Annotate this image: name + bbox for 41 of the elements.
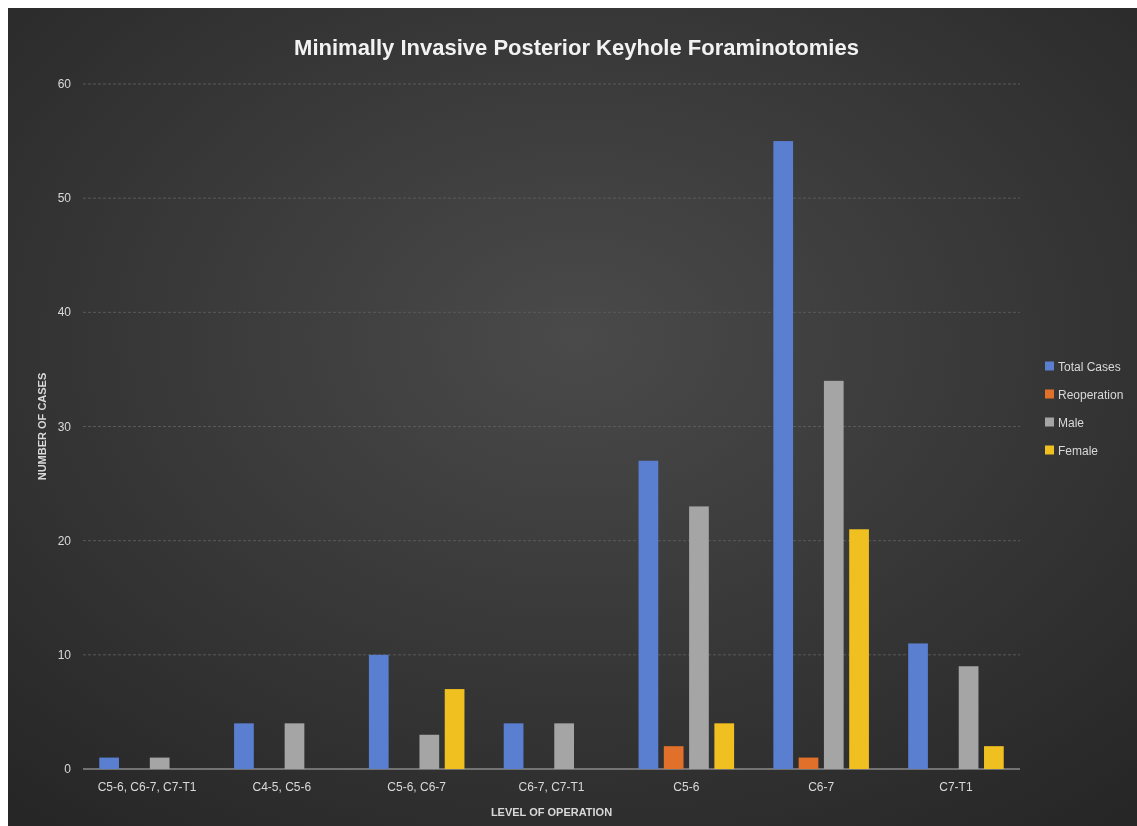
- bar: [798, 757, 819, 769]
- bar: [849, 529, 869, 769]
- y-tick-label: 60: [57, 77, 72, 91]
- bar: [984, 746, 1004, 769]
- x-tick-label: C6-7, C7-T1: [518, 780, 585, 794]
- x-tick-label: C4-5, C5-6: [252, 780, 312, 794]
- x-tick-label: C5-6, C6-7, C7-T1: [97, 780, 197, 794]
- bar: [554, 723, 574, 769]
- x-tick-label: C5-6, C6-7: [387, 780, 447, 794]
- bar: [149, 757, 170, 769]
- legend-label: Total Cases: [1058, 359, 1121, 374]
- y-tick-label: 30: [57, 419, 72, 434]
- bar: [503, 723, 524, 769]
- bar: [638, 460, 659, 769]
- bar: [444, 689, 465, 769]
- bar: [419, 734, 440, 769]
- legend-label: Reoperation: [1058, 387, 1124, 402]
- x-axis-title: LEVEL OF OPERATION: [490, 806, 613, 818]
- bar: [234, 723, 254, 769]
- y-tick-label: 10: [57, 647, 72, 662]
- y-tick-label: 50: [57, 191, 72, 206]
- y-tick-label: 20: [57, 533, 72, 548]
- x-tick-label: C5-6: [673, 780, 700, 794]
- legend-label: Male: [1058, 415, 1085, 430]
- x-tick-label: C7-T1: [939, 780, 973, 794]
- bar: [99, 757, 119, 769]
- y-tick-label: 0: [64, 762, 72, 776]
- bar: [663, 746, 684, 769]
- y-tick-label: 40: [57, 305, 72, 320]
- legend-label: Female: [1058, 443, 1099, 458]
- bar: [908, 643, 928, 769]
- bar: [368, 654, 389, 769]
- chart-title: Minimally Invasive Posterior Keyhole Foraminotomies: [294, 35, 859, 60]
- bar: [823, 380, 844, 769]
- bar: [284, 723, 305, 769]
- x-tick-label: C6-7: [808, 780, 835, 794]
- bar: [773, 141, 794, 769]
- bar: [689, 506, 709, 769]
- bar: [714, 723, 735, 769]
- bar: [958, 666, 979, 769]
- y-axis-title: NUMBER OF CASES: [36, 372, 48, 481]
